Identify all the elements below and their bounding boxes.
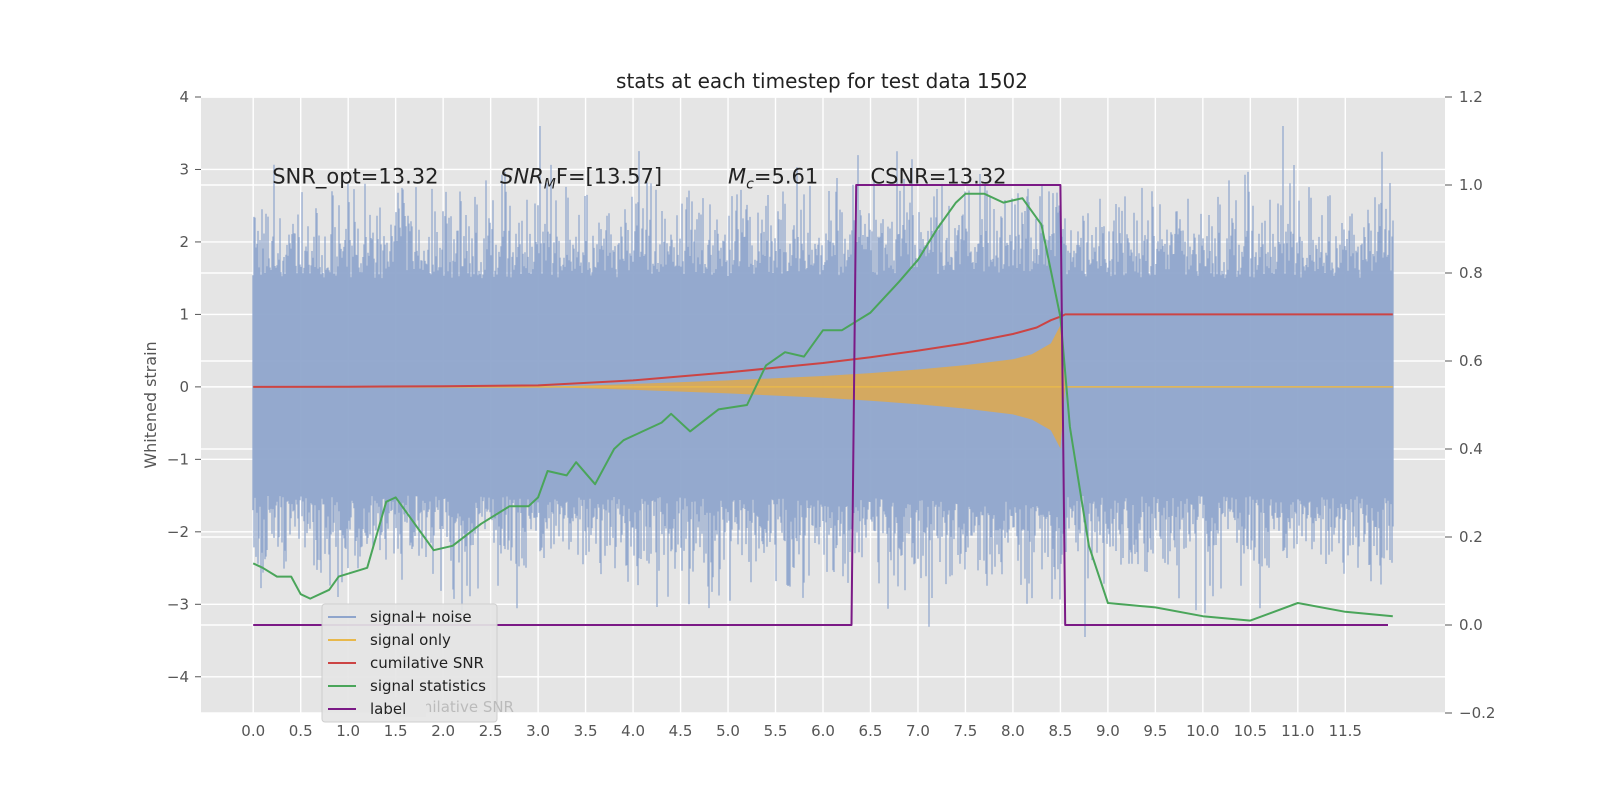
y-tick-label: −4	[167, 668, 189, 686]
legend-box	[321, 603, 498, 723]
y2-tick-label: 1.2	[1459, 88, 1483, 106]
y2-tick-label: 1.0	[1459, 176, 1483, 194]
legend-entry-3: signal statistics	[370, 677, 486, 695]
legend-entry-0: signal+ noise	[370, 608, 472, 626]
x-tick-label: 7.0	[906, 722, 930, 740]
x-tick-label: 0.5	[289, 722, 313, 740]
y2-tick-label: 0.4	[1459, 440, 1483, 458]
series-signal-statistics	[252, 192, 1393, 622]
x-tick-label: 5.5	[764, 722, 788, 740]
y2-tick-label: 0.6	[1459, 352, 1483, 370]
y-axis-label: Whitened strain	[141, 341, 160, 468]
legend-entry-1: signal only	[370, 631, 451, 649]
x-tick-label: 5.0	[716, 722, 740, 740]
x-tick-label: 7.5	[954, 722, 978, 740]
series-cumilative-snr	[253, 313, 1393, 388]
x-tick-label: 3.0	[526, 722, 550, 740]
y-tick-label: 3	[179, 160, 189, 178]
chart-title: stats at each timestep for test data 150…	[616, 69, 1028, 93]
x-tick-label: 0.0	[241, 722, 265, 740]
x-tick-label: 9.0	[1096, 722, 1120, 740]
x-tick-label: 1.5	[384, 722, 408, 740]
axes-ticks: 0.0 0.5 1.0 1.5 2.0 2.5 3.0 3.5 4.0 4.5 5.0 5.5 6.0 6…	[167, 88, 1496, 740]
x-tick-label: 9.5	[1143, 722, 1167, 740]
y2-tick-label: 0.0	[1459, 616, 1483, 634]
x-tick-label: 3.5	[574, 722, 598, 740]
legend: cumilative SNR signal+ noise signal only cu…	[321, 603, 514, 723]
x-tick-label: 4.5	[669, 722, 693, 740]
y-tick-label: −3	[167, 595, 189, 613]
x-tick-label: 8.0	[1001, 722, 1025, 740]
annotation-2: Mc=5.61	[728, 165, 818, 193]
series-lines	[252, 184, 1393, 626]
y-tick-label: 4	[179, 88, 189, 106]
x-tick-label: 6.0	[811, 722, 835, 740]
series-label	[253, 184, 1388, 626]
y-tick-label: −2	[167, 523, 189, 541]
x-tick-label: 2.0	[431, 722, 455, 740]
annotation-1: SNRMF=[13.57]	[500, 165, 662, 193]
y-tick-label: 1	[179, 305, 189, 323]
x-tick-label: 11.0	[1281, 722, 1314, 740]
x-tick-label: 2.5	[479, 722, 503, 740]
y-tick-label: 0	[179, 378, 189, 396]
y2-tick-label: 0.8	[1459, 264, 1483, 282]
annotation-0: SNR_opt=13.32	[272, 165, 438, 190]
legend-ghost-cover	[392, 697, 426, 717]
x-tick-label: 10.0	[1186, 722, 1219, 740]
y2-tick-label: 0.2	[1459, 528, 1483, 546]
y2-tick-label: −0.2	[1459, 704, 1495, 722]
annotation-3: CSNR=13.32	[870, 165, 1006, 189]
legend-entry-4: label	[370, 700, 406, 718]
x-tick-label: 11.5	[1329, 722, 1362, 740]
y-tick-label: −1	[167, 450, 189, 468]
x-tick-label: 10.5	[1234, 722, 1267, 740]
y-tick-label: 2	[179, 233, 189, 251]
legend-ghost-text: cumilative SNR	[400, 698, 514, 716]
x-tick-label: 8.5	[1048, 722, 1072, 740]
x-tick-label: 6.5	[859, 722, 883, 740]
x-tick-label: 4.0	[621, 722, 645, 740]
x-tick-label: 1.0	[336, 722, 360, 740]
annotations: SNR_opt=13.32 SNRMF=[13.57] Mc=5.61 CSNR=13…	[272, 165, 1006, 193]
legend-entry-2: cumilative SNR	[370, 654, 484, 672]
